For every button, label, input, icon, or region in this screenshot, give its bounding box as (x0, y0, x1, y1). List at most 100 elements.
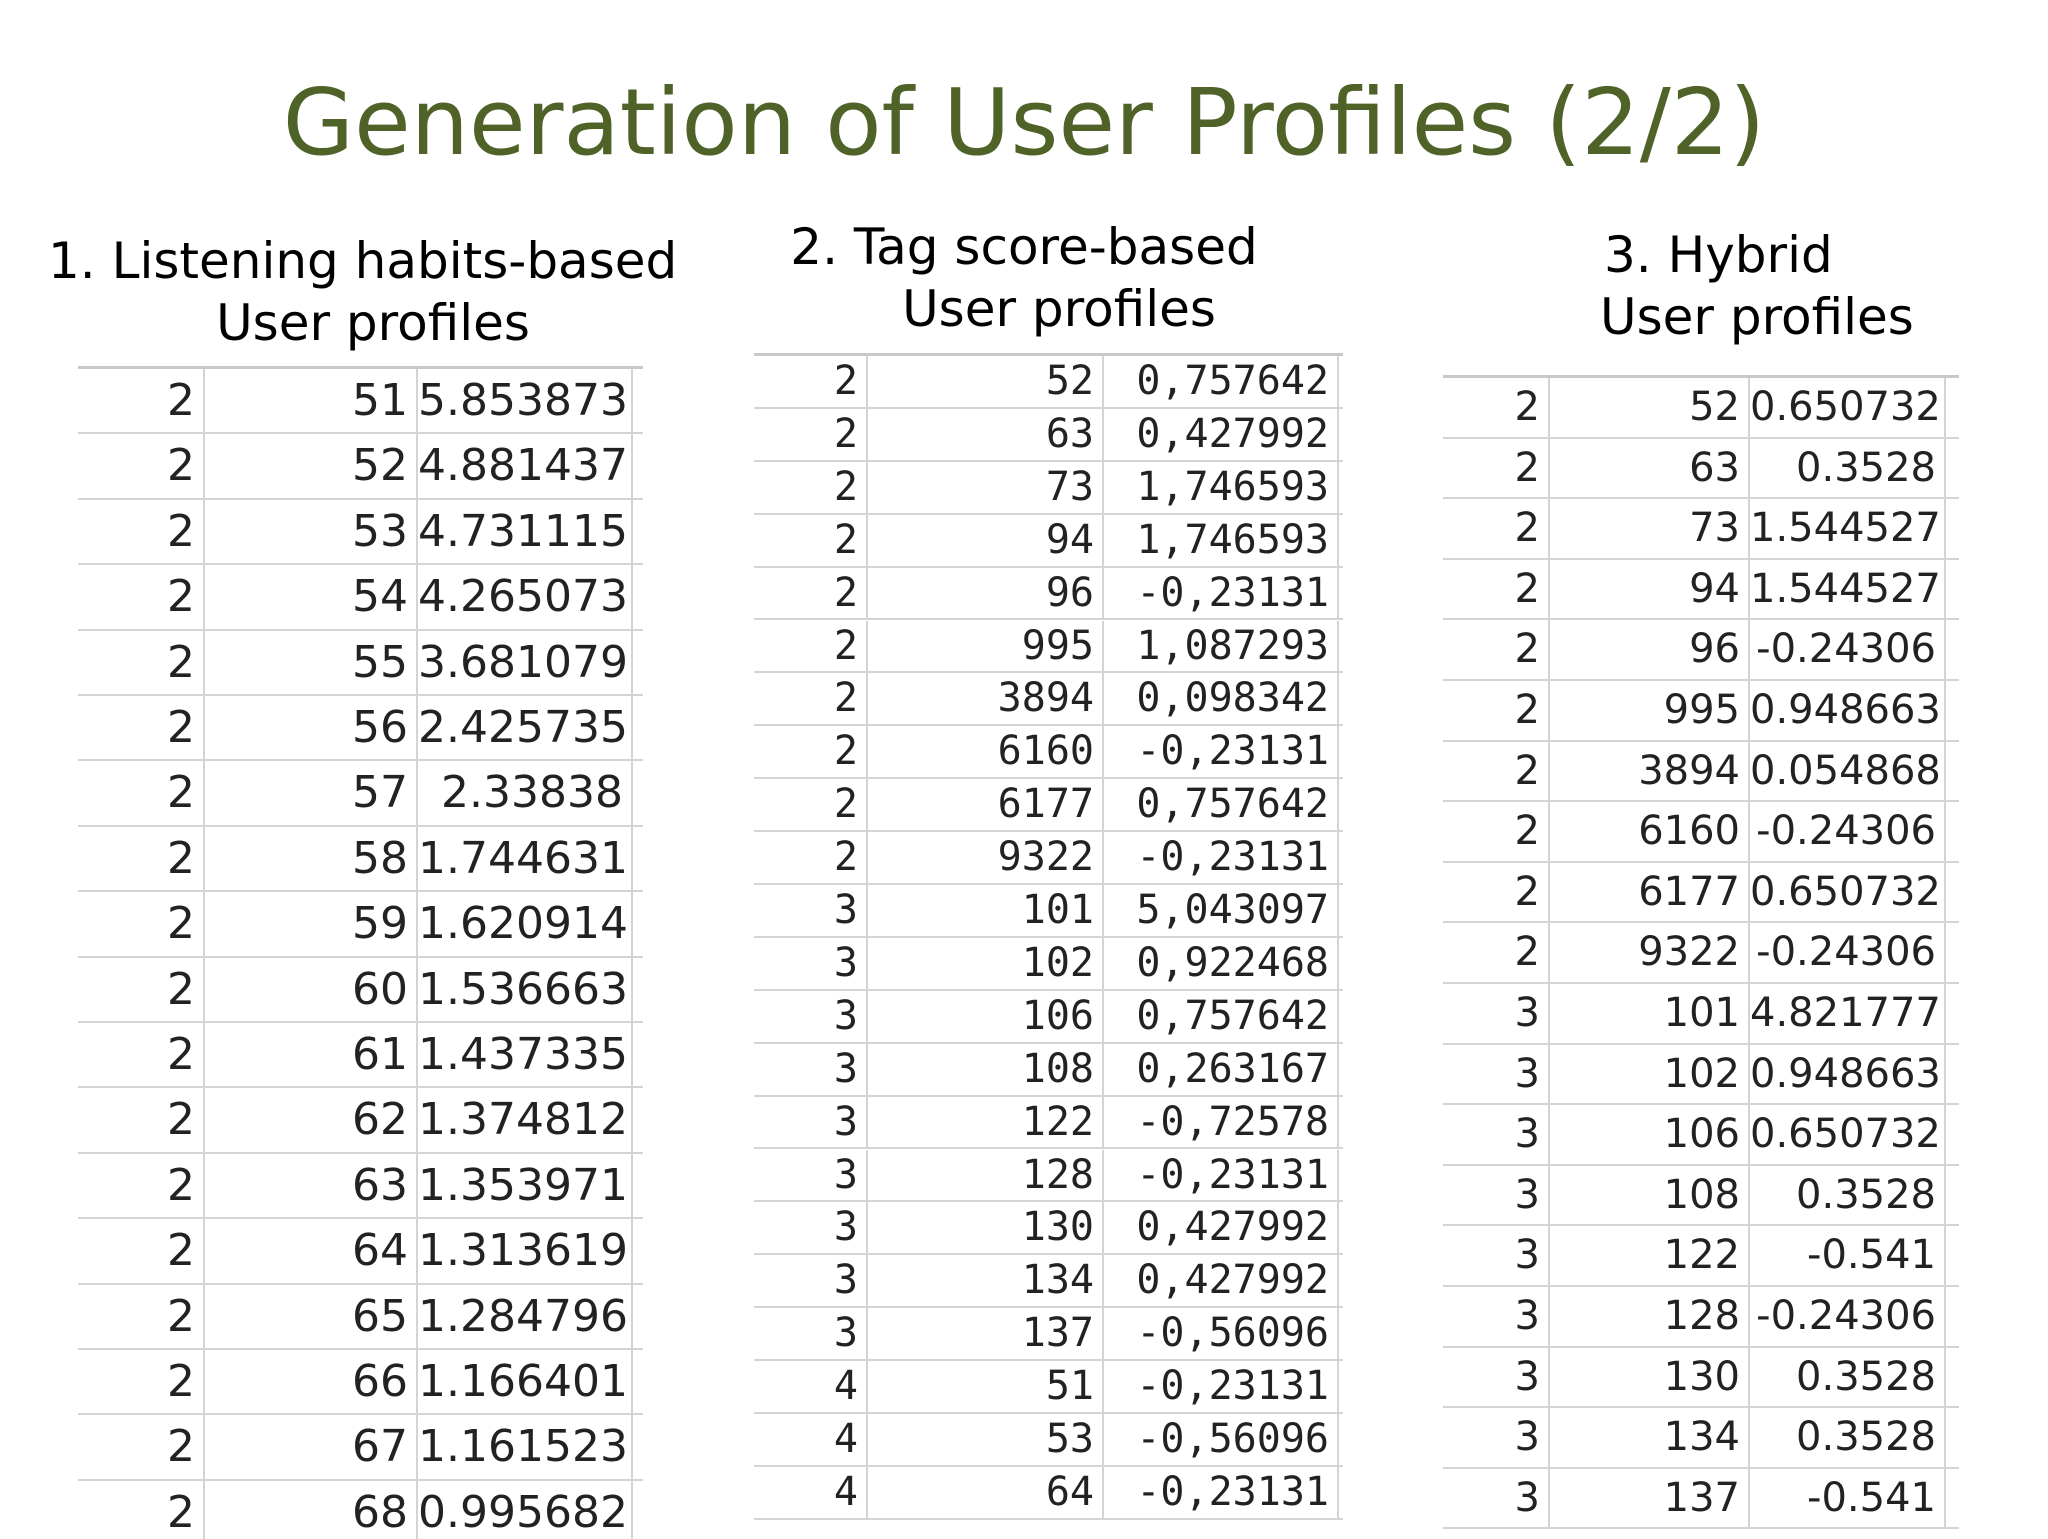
table-row: 2 9322 -0,23131 (754, 832, 1343, 885)
table-cell: 1.161523 (418, 1415, 633, 1479)
table-cell: 62 (205, 1088, 418, 1152)
table-cell: 0.995682 (418, 1480, 633, 1539)
table-cell: 0.650732 (1750, 378, 1946, 437)
table-cell: 0,427992 (1104, 1255, 1339, 1307)
table-cell: 137 (868, 1308, 1104, 1360)
table-cell: 2 (1443, 862, 1550, 922)
table-cell: 9322 (1550, 923, 1750, 982)
table-cell: 0,098342 (1104, 673, 1339, 725)
table-cell: 0,757642 (1104, 779, 1339, 831)
table-cell: -0.24306 (1750, 923, 1946, 982)
table-cell: 6177 (868, 779, 1104, 831)
table-cell: 52 (1550, 378, 1750, 437)
table-cell: 2 (78, 1153, 205, 1218)
table-cell: 2 (1443, 681, 1550, 740)
table-row: 2 62 1.374812 (78, 1088, 643, 1154)
table-cell: 0.3528 (1750, 1408, 1946, 1467)
table-row: 2 6160 -0,23131 (754, 726, 1343, 780)
table-row: 2 63 0.3528 (1443, 438, 1959, 500)
table-cell: 0,757642 (1104, 990, 1339, 1042)
table-cell: 4.881437 (418, 434, 633, 498)
table-cell: 52 (205, 434, 418, 498)
table-cell: 2 (754, 726, 868, 778)
table-cell: 73 (1550, 499, 1750, 558)
table-row: 2 63 0,427992 (754, 408, 1343, 462)
table-cell: -0,23131 (1104, 832, 1339, 883)
table-cell: 3 (1443, 1044, 1550, 1104)
table-row: 2 96 -0,23131 (754, 567, 1343, 621)
table-cell: 101 (1550, 984, 1750, 1043)
table-row: 2 3894 0,098342 (754, 673, 1343, 727)
table-row: 2 59 1.620914 (78, 892, 643, 958)
table-row: 2 67 1.161523 (78, 1415, 643, 1481)
table-cell: 2.33838 (418, 761, 633, 825)
table-cell: 4.265073 (418, 565, 633, 629)
table-cell: 3 (754, 1149, 868, 1201)
table-row: 3 102 0,922468 (754, 937, 1343, 991)
table-cell: 3 (754, 1308, 868, 1360)
table-row: 2 94 1.544527 (1443, 559, 1959, 621)
table-cell: 3894 (868, 673, 1104, 725)
table-cell: 0.948663 (1750, 1044, 1946, 1104)
table-cell: 1.166401 (418, 1350, 633, 1414)
table-row: 3 122 -0.541 (1443, 1226, 1959, 1287)
table-cell: 2 (78, 434, 205, 498)
table-cell: 2 (78, 1480, 205, 1539)
table-row: 2 6177 0,757642 (754, 779, 1343, 833)
table-cell: 1,087293 (1104, 620, 1339, 672)
table-cell: -0,23131 (1104, 1149, 1339, 1201)
table-cell: 2 (754, 567, 868, 619)
table-row: 2 58 1.744631 (78, 826, 643, 893)
table-cell: 995 (868, 620, 1104, 672)
table-cell: 0.054868 (1750, 741, 1946, 801)
table-cell: 2 (78, 957, 205, 1021)
table-cell: -0,56096 (1104, 1308, 1339, 1360)
table-cell: 65 (205, 1284, 418, 1348)
table-cell: -0.24306 (1750, 802, 1946, 861)
table-row: 2 52 0,757642 (754, 356, 1343, 409)
table-cell: -0,72578 (1104, 1096, 1339, 1148)
table-cell: 2 (1443, 802, 1550, 861)
table-cell: 2 (754, 356, 868, 407)
table-cell: 4 (754, 1466, 868, 1518)
table-cell: 3 (1443, 1347, 1550, 1407)
table-cell: 3 (754, 1202, 868, 1254)
table-cell: 2 (78, 696, 205, 760)
table-cell: 1.353971 (418, 1153, 633, 1218)
table-row: 3 134 0.3528 (1443, 1408, 1959, 1469)
table-cell: 2 (78, 1219, 205, 1283)
table-cell: 9322 (868, 832, 1104, 883)
table-row: 2 6177 0.650732 (1443, 862, 1959, 924)
table-cell: 2 (78, 892, 205, 956)
table-cell: 52 (868, 356, 1104, 407)
table-cell: 2 (754, 832, 868, 883)
panel-heading: User profiles (902, 280, 1216, 338)
table-row: 2 995 1,087293 (754, 620, 1343, 674)
panel-heading: User profiles (216, 294, 530, 352)
table-cell: 102 (1550, 1044, 1750, 1104)
table-cell: 2 (1443, 620, 1550, 679)
table-cell: 3 (754, 885, 868, 936)
table-cell: 64 (205, 1219, 418, 1283)
table-cell: 1.437335 (418, 1023, 633, 1087)
table-cell: 2 (1443, 923, 1550, 982)
table-cell: 1.544527 (1750, 499, 1946, 558)
table-cell: 130 (868, 1202, 1104, 1254)
table-cell: 6160 (1550, 802, 1750, 861)
table-cell: 5,043097 (1104, 885, 1339, 936)
table-row: 3 106 0.650732 (1443, 1105, 1959, 1166)
table-cell: 122 (1550, 1226, 1750, 1285)
table-cell: 102 (868, 937, 1104, 989)
table-cell: 3 (754, 937, 868, 989)
table-cell: 57 (205, 761, 418, 825)
table-cell: 3 (1443, 984, 1550, 1043)
table-cell: -0,23131 (1104, 1361, 1339, 1412)
table-cell: 64 (868, 1466, 1104, 1518)
table-row: 3 128 -0.24306 (1443, 1287, 1959, 1348)
table-row: 3 106 0,757642 (754, 990, 1343, 1044)
table-cell: 2 (1443, 741, 1550, 801)
table-cell: 1.536663 (418, 957, 633, 1021)
table-cell: -0.541 (1750, 1226, 1946, 1285)
table-cell: 3 (754, 1096, 868, 1148)
table-cell: -0.541 (1750, 1468, 1946, 1528)
